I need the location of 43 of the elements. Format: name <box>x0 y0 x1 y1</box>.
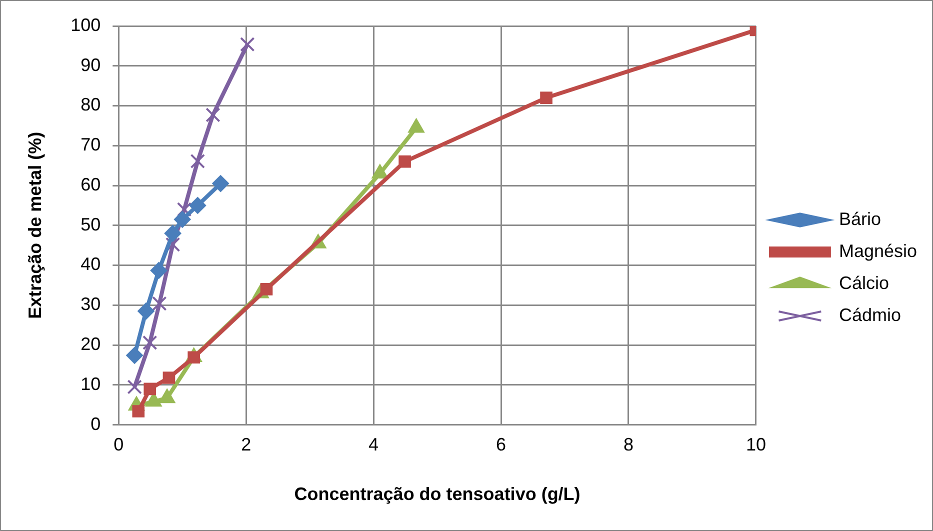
point <box>126 346 144 364</box>
point <box>164 224 182 242</box>
point <box>132 405 145 418</box>
y-tick-label: 0 <box>90 414 101 434</box>
y-tick-label: 30 <box>80 294 101 314</box>
y-tick-label: 90 <box>80 54 101 75</box>
legend-label: Cádmio <box>838 304 901 325</box>
y-axis-title: Extração de metal (%) <box>24 132 45 319</box>
x-tick-label: 6 <box>496 434 506 455</box>
point <box>206 108 220 122</box>
legend-label: Magnésio <box>838 240 917 261</box>
y-tick-label: 60 <box>80 174 101 194</box>
y-tick-label: 20 <box>80 334 101 354</box>
y-tick-label: 100 <box>70 14 101 35</box>
point <box>174 210 191 228</box>
x-tick-label: 10 <box>746 434 766 455</box>
point <box>152 296 167 311</box>
legend-label: Cálcio <box>838 272 889 293</box>
point <box>398 155 411 168</box>
point <box>240 36 255 52</box>
x-tick-label: 4 <box>368 434 379 455</box>
y-tick-label: 80 <box>80 94 101 115</box>
x-tick-label: 8 <box>623 434 634 455</box>
x-tick-label: 2 <box>241 434 252 455</box>
point <box>165 237 180 252</box>
point <box>190 154 206 169</box>
point <box>127 380 142 394</box>
legend-label: Bário <box>838 208 881 229</box>
y-tick-label: 10 <box>80 374 101 394</box>
y-tick-label: 50 <box>80 214 101 234</box>
point <box>540 92 552 104</box>
y-tick-label: 70 <box>80 134 101 155</box>
point <box>212 175 230 192</box>
y-tick-label: 40 <box>80 254 101 274</box>
x-axis-title: Concentração do tensoativo (g/L) <box>294 484 580 504</box>
point <box>138 302 155 320</box>
point <box>142 335 158 350</box>
x-tick-label: 0 <box>114 434 124 455</box>
point <box>162 372 176 384</box>
point <box>144 382 156 396</box>
point <box>176 202 192 217</box>
point <box>150 262 168 279</box>
point <box>189 196 206 214</box>
